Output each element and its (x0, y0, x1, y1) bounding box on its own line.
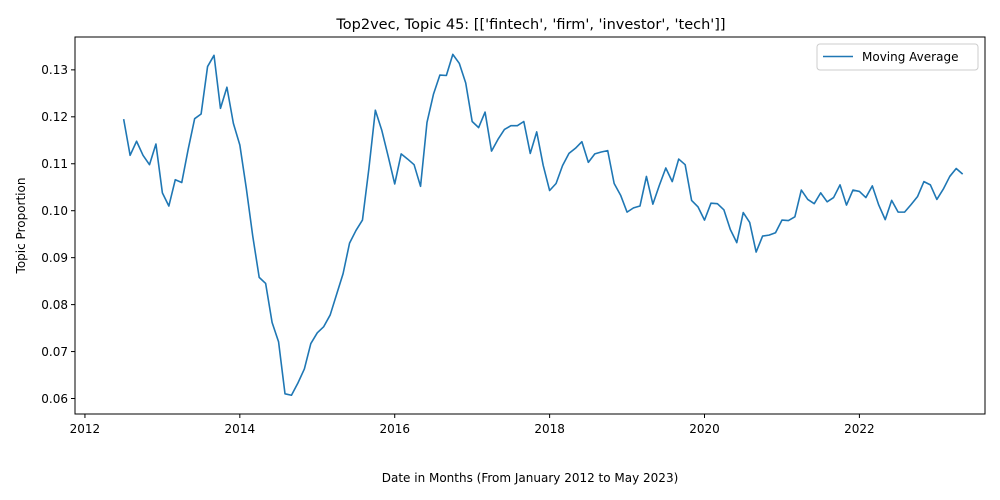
y-tick-label: 0.08 (41, 298, 68, 312)
y-tick-label: 0.13 (41, 63, 68, 77)
chart-title: Top2vec, Topic 45: [['fintech', 'firm', … (335, 17, 725, 33)
x-tick-label: 2014 (225, 422, 256, 436)
legend-box (816, 43, 979, 71)
y-tick-label: 0.06 (41, 392, 68, 406)
y-tick-label: 0.07 (41, 345, 68, 359)
y-axis: 0.06 0.07 0.08 0.09 0.10 0.11 0.12 0.13 (41, 63, 75, 406)
plot-area (122, 53, 964, 397)
x-axis-label: Date in Months (From January 2012 to May… (382, 471, 679, 485)
x-tick-label: 2020 (689, 422, 720, 436)
y-axis-label: Topic Proportion (14, 178, 28, 275)
legend-label: Moving Average (862, 50, 958, 64)
x-tick-label: 2016 (379, 422, 410, 436)
y-tick-label: 0.10 (41, 204, 68, 218)
axes-frame (74, 36, 986, 415)
legend: Moving Average (816, 43, 979, 71)
x-axis: 2012 2014 2016 2018 2020 2022 (70, 414, 875, 436)
series-line-moving-average (122, 53, 964, 397)
x-tick-label: 2018 (534, 422, 565, 436)
x-tick-label: 2022 (844, 422, 875, 436)
y-tick-label: 0.09 (41, 251, 68, 265)
x-tick-label: 2012 (70, 422, 101, 436)
y-tick-label: 0.12 (41, 110, 68, 124)
y-tick-label: 0.11 (41, 157, 68, 171)
